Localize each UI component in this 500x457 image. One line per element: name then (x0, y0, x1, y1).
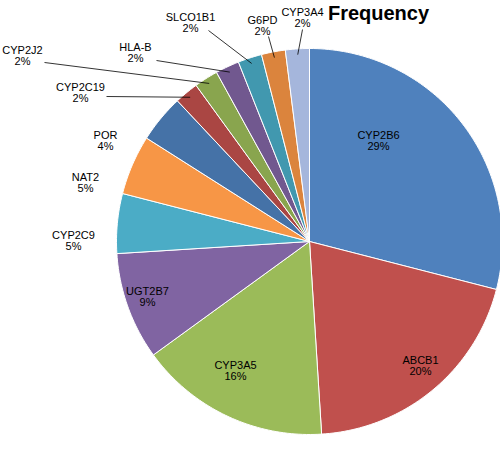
svg-text:NAT25%: NAT25% (72, 171, 99, 194)
svg-text:UGT2B79%: UGT2B79% (126, 285, 169, 308)
svg-text:SLCO1B12%: SLCO1B12% (166, 11, 216, 34)
svg-text:CYP3A42%: CYP3A42% (281, 6, 323, 29)
svg-text:CYP2J22%: CYP2J22% (2, 44, 42, 67)
svg-text:POR4%: POR4% (94, 129, 118, 152)
svg-text:ABCB120%: ABCB120% (402, 354, 438, 377)
svg-text:Frequency: Frequency (328, 2, 430, 24)
svg-text:HLA-B2%: HLA-B2% (119, 41, 151, 64)
svg-text:G6PD2%: G6PD2% (248, 14, 278, 37)
svg-text:CYP2C95%: CYP2C95% (52, 229, 95, 252)
svg-text:CYP2B629%: CYP2B629% (357, 129, 399, 152)
svg-text:CYP3A516%: CYP3A516% (214, 359, 256, 382)
svg-text:CYP2C192%: CYP2C192% (56, 81, 105, 104)
